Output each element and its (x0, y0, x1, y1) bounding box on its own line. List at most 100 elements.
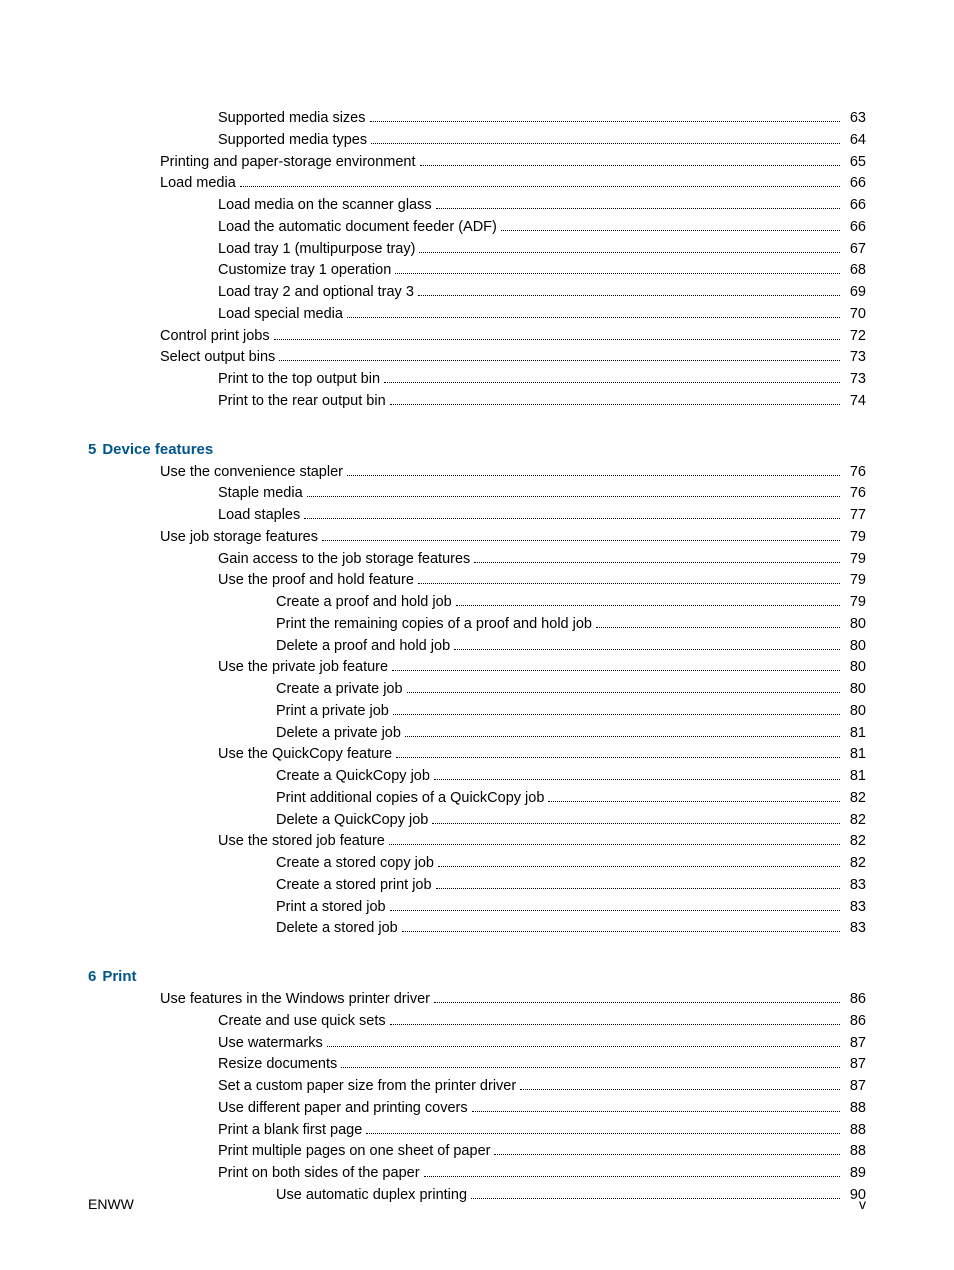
toc-entry[interactable]: Select output bins 73 (88, 347, 866, 369)
toc-entry[interactable]: Print to the top output bin 73 (88, 369, 866, 391)
toc-entry[interactable]: Control print jobs 72 (88, 326, 866, 348)
section-heading: 6Print (88, 968, 866, 985)
toc-leader-dots (304, 518, 840, 519)
toc-entry-text: Create and use quick sets (218, 1011, 386, 1033)
toc-entry-page: 83 (844, 875, 866, 897)
toc-entry[interactable]: Use the stored job feature 82 (88, 831, 866, 853)
toc-entry[interactable]: Load staples 77 (88, 505, 866, 527)
toc-entry[interactable]: Set a custom paper size from the printer… (88, 1076, 866, 1098)
toc-entry[interactable]: Staple media 76 (88, 483, 866, 505)
toc-entry-text: Use the QuickCopy feature (218, 744, 392, 766)
toc-entry[interactable]: Print the remaining copies of a proof an… (88, 614, 866, 636)
toc-entry-page: 79 (844, 527, 866, 549)
toc-leader-dots (371, 143, 840, 144)
toc-leader-dots (405, 736, 840, 737)
toc-entry-text: Use job storage features (160, 527, 318, 549)
toc-entry-text: Create a QuickCopy job (276, 766, 430, 788)
toc-entry[interactable]: Load media 66 (88, 173, 866, 195)
toc-entry[interactable]: Load media on the scanner glass 66 (88, 195, 866, 217)
toc-entry[interactable]: Load tray 2 and optional tray 3 69 (88, 282, 866, 304)
toc-entry[interactable]: Resize documents 87 (88, 1054, 866, 1076)
toc-entry[interactable]: Create a stored copy job 82 (88, 853, 866, 875)
toc-leader-dots (396, 757, 840, 758)
toc-entry[interactable]: Create a private job 80 (88, 679, 866, 701)
toc-entry-text: Use different paper and printing covers (218, 1098, 468, 1120)
toc-leader-dots (393, 714, 840, 715)
toc-entry-page: 82 (844, 853, 866, 875)
toc-entry[interactable]: Printing and paper-storage environment 6… (88, 152, 866, 174)
toc-leader-dots (434, 1002, 840, 1003)
toc-entry-page: 66 (844, 173, 866, 195)
toc-entry[interactable]: Create a QuickCopy job 81 (88, 766, 866, 788)
toc-entry-page: 63 (844, 108, 866, 130)
toc-entry[interactable]: Print a stored job 83 (88, 897, 866, 919)
toc-entry-page: 80 (844, 679, 866, 701)
toc-entry-text: Printing and paper-storage environment (160, 152, 416, 174)
toc-leader-dots (279, 360, 840, 361)
toc-entry[interactable]: Use the convenience stapler 76 (88, 462, 866, 484)
toc-entry-text: Staple media (218, 483, 303, 505)
toc-entry-text: Print multiple pages on one sheet of pap… (218, 1141, 490, 1163)
toc-entry-text: Load the automatic document feeder (ADF) (218, 217, 497, 239)
toc-entry[interactable]: Create and use quick sets 86 (88, 1011, 866, 1033)
toc-entry[interactable]: Load the automatic document feeder (ADF)… (88, 217, 866, 239)
toc-entry[interactable]: Use features in the Windows printer driv… (88, 989, 866, 1011)
toc-entry[interactable]: Load tray 1 (multipurpose tray) 67 (88, 239, 866, 261)
toc-entry-page: 70 (844, 304, 866, 326)
toc-entry[interactable]: Delete a private job 81 (88, 723, 866, 745)
toc-entry-page: 83 (844, 897, 866, 919)
toc-entry[interactable]: Use the private job feature 80 (88, 657, 866, 679)
toc-entry-text: Load tray 2 and optional tray 3 (218, 282, 414, 304)
toc-entry[interactable]: Print multiple pages on one sheet of pap… (88, 1141, 866, 1163)
toc-entry-text: Load media on the scanner glass (218, 195, 432, 217)
toc-leader-dots (390, 910, 840, 911)
toc-entry-page: 65 (844, 152, 866, 174)
toc-entry[interactable]: Use job storage features 79 (88, 527, 866, 549)
toc-entry[interactable]: Load special media 70 (88, 304, 866, 326)
toc-leader-dots (370, 121, 841, 122)
toc-entry-page: 79 (844, 549, 866, 571)
toc-entry-text: Create a stored print job (276, 875, 432, 897)
toc-entry-page: 80 (844, 701, 866, 723)
toc-container: Supported media sizes 63Supported media … (88, 108, 866, 1207)
toc-entry[interactable]: Customize tray 1 operation 68 (88, 260, 866, 282)
toc-entry[interactable]: Gain access to the job storage features … (88, 549, 866, 571)
toc-entry[interactable]: Use watermarks 87 (88, 1033, 866, 1055)
toc-entry[interactable]: Supported media sizes 63 (88, 108, 866, 130)
toc-entry-page: 88 (844, 1098, 866, 1120)
toc-entry[interactable]: Delete a proof and hold job 80 (88, 636, 866, 658)
toc-leader-dots (520, 1089, 840, 1090)
toc-entry-page: 87 (844, 1076, 866, 1098)
section-title: Print (102, 968, 136, 985)
page-footer: ENWW v (88, 1196, 866, 1212)
toc-entry-page: 73 (844, 347, 866, 369)
toc-leader-dots (322, 540, 840, 541)
toc-leader-dots (274, 339, 840, 340)
toc-entry[interactable]: Print to the rear output bin 74 (88, 391, 866, 413)
toc-entry-page: 87 (844, 1054, 866, 1076)
toc-entry[interactable]: Create a proof and hold job 79 (88, 592, 866, 614)
toc-entry[interactable]: Use different paper and printing covers … (88, 1098, 866, 1120)
toc-entry-text: Use the stored job feature (218, 831, 385, 853)
toc-entry[interactable]: Supported media types 64 (88, 130, 866, 152)
toc-entry-text: Print to the top output bin (218, 369, 380, 391)
footer-left: ENWW (88, 1196, 134, 1212)
toc-leader-dots (395, 273, 840, 274)
toc-entry[interactable]: Print a private job 80 (88, 701, 866, 723)
toc-entry-page: 80 (844, 636, 866, 658)
toc-leader-dots (456, 605, 840, 606)
toc-entry-page: 68 (844, 260, 866, 282)
toc-entry-page: 69 (844, 282, 866, 304)
section-gap (88, 413, 866, 441)
toc-entry-text: Select output bins (160, 347, 275, 369)
toc-entry[interactable]: Delete a stored job 83 (88, 918, 866, 940)
toc-entry[interactable]: Print a blank first page 88 (88, 1120, 866, 1142)
toc-entry[interactable]: Print on both sides of the paper 89 (88, 1163, 866, 1185)
toc-entry[interactable]: Use the QuickCopy feature 81 (88, 744, 866, 766)
toc-entry[interactable]: Print additional copies of a QuickCopy j… (88, 788, 866, 810)
toc-entry[interactable]: Create a stored print job 83 (88, 875, 866, 897)
toc-entry[interactable]: Delete a QuickCopy job 82 (88, 810, 866, 832)
toc-entry-text: Use the proof and hold feature (218, 570, 414, 592)
toc-leader-dots (434, 779, 840, 780)
toc-entry[interactable]: Use the proof and hold feature 79 (88, 570, 866, 592)
